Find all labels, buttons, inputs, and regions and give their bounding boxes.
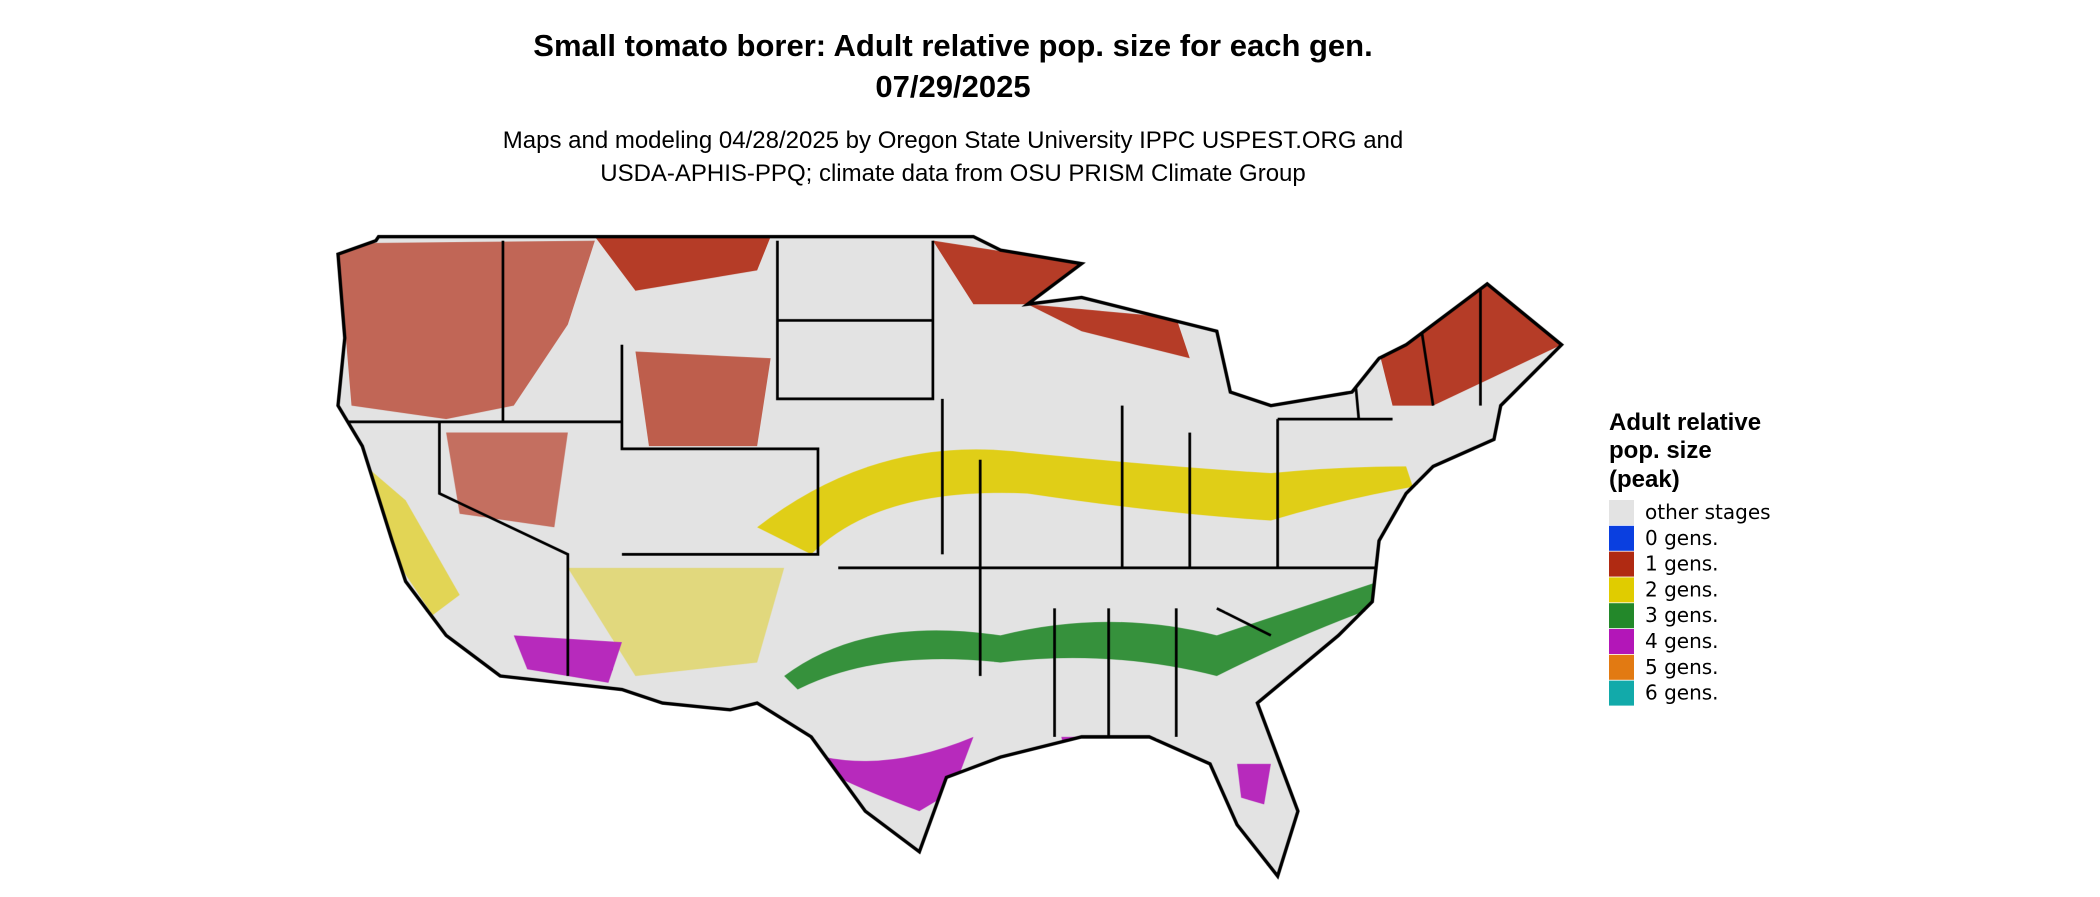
subtitle: Maps and modeling 04/28/2025 by Oregon S…: [503, 127, 1403, 154]
zone-3gen: [784, 581, 1380, 690]
zone-1gen: [1379, 283, 1562, 406]
zone-1gen: [932, 240, 1082, 305]
zone-1gen: [594, 236, 771, 291]
legend-label: 5 gens.: [1645, 655, 1719, 679]
us-map: [336, 234, 1564, 878]
legend-label: 3 gens.: [1645, 603, 1719, 627]
legend-title: (peak): [1609, 466, 1680, 493]
legend-label: 6 gens.: [1645, 681, 1719, 705]
zone-2gen: [358, 459, 460, 616]
title: Small tomato borer: Adult relative pop. …: [533, 28, 1372, 63]
legend-label: 4 gens.: [1645, 629, 1719, 653]
legend-swatch: [1609, 654, 1634, 680]
legend-label: 1 gens.: [1645, 552, 1719, 576]
legend-title: pop. size: [1609, 437, 1712, 464]
legend-swatch: [1609, 525, 1634, 551]
zone-2gen: [757, 449, 1413, 555]
zone-1gen: [446, 432, 568, 528]
zone-1gen: [338, 240, 595, 420]
legend-label: 0 gens.: [1645, 526, 1719, 550]
subtitle: USDA-APHIS-PPQ; climate data from OSU PR…: [600, 160, 1306, 187]
zone-4gen: [824, 736, 974, 812]
zone-2gen: [567, 567, 785, 676]
zone-1gen: [635, 351, 771, 447]
legend-swatch: [1609, 629, 1634, 654]
legend-label: other stages: [1645, 500, 1771, 524]
legend-swatch: [1609, 500, 1634, 525]
legend-swatch: [1609, 551, 1634, 577]
title-date: 07/29/2025: [875, 69, 1030, 104]
legend-swatch: [1609, 603, 1634, 629]
zone-1gen: [1027, 304, 1190, 359]
legend-label: 2 gens.: [1645, 577, 1719, 601]
legend-title: Adult relative: [1609, 409, 1761, 436]
zone-4gen: [1237, 763, 1271, 805]
legend-swatch: [1609, 577, 1634, 603]
legend: Adult relative pop. size (peak) other st…: [1609, 409, 1771, 706]
legend-swatch: [1609, 680, 1634, 706]
